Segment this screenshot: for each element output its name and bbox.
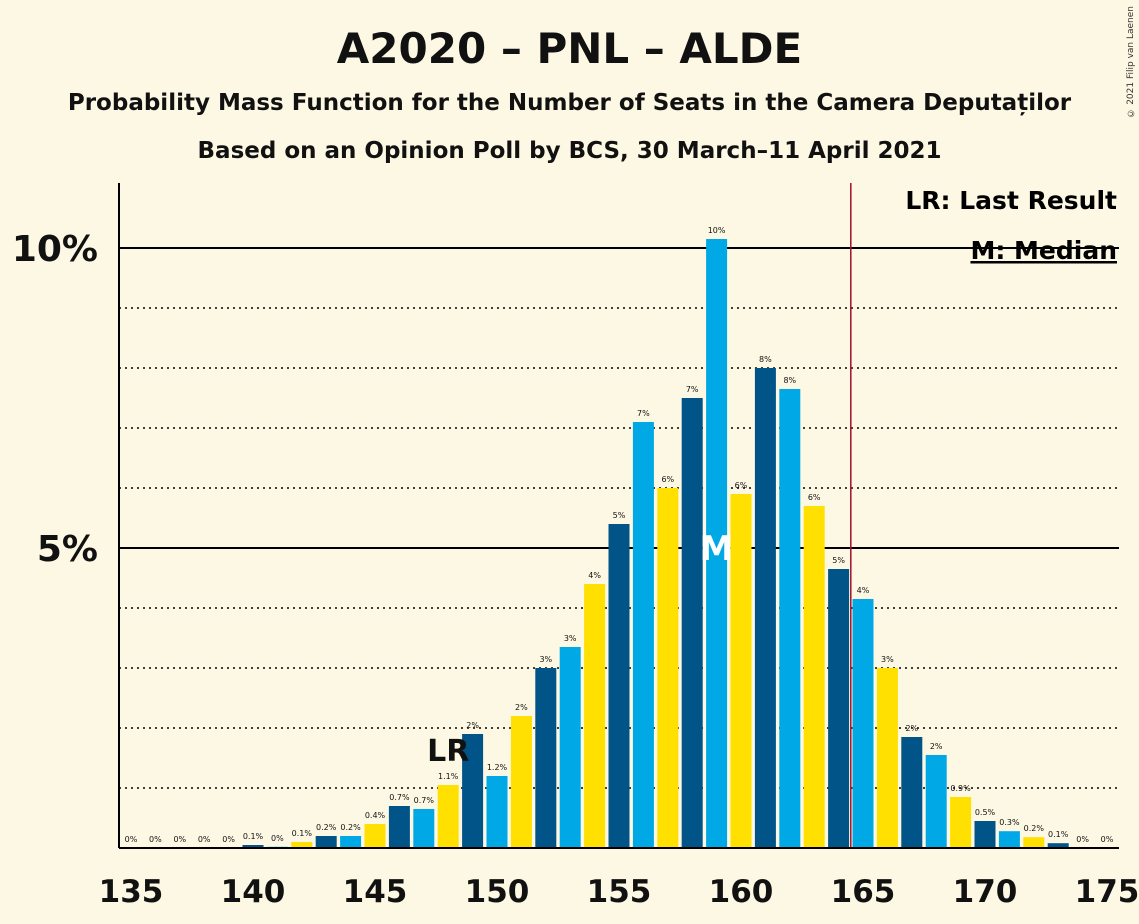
bars-group: 0% 0% 0% 0% 0% 0.1% 0%0.1%0.2% 0.2%0.4%0.7% 0.7%… (125, 183, 1114, 848)
bar-value-label-155: 5% (613, 511, 626, 520)
bar-seat-140 (242, 845, 264, 848)
bar-value-label-141: 0% (271, 834, 284, 843)
bar-value-label-157: 6% (661, 475, 674, 484)
bar-value-label-154: 4% (588, 571, 601, 580)
bar-value-label-146: 0.7% (389, 793, 410, 802)
bar-value-label-163: 6% (808, 493, 821, 502)
bar-seat-156 (632, 422, 654, 848)
chart-subtitle-poll: Based on an Opinion Poll by BCS, 30 Marc… (197, 138, 942, 164)
legend-median: M: Median (970, 236, 1117, 265)
bar-seat-147 (413, 809, 435, 848)
bar-seat-162 (779, 389, 801, 848)
bar-value-label-147: 0.7% (414, 796, 435, 805)
axes-group: 5% 10% 135 140 145 150 155 160 165 170 175 (12, 183, 1139, 910)
bar-value-label-161: 8% (759, 355, 772, 364)
bar-value-label-162: 8% (783, 376, 796, 385)
bar-value-label-169: 0.9% (950, 784, 971, 793)
y-tick-label: 10% (12, 229, 98, 270)
bar-value-label-168: 2% (930, 742, 943, 751)
x-tick-label: 135 (99, 874, 164, 910)
bar-seat-171 (998, 831, 1020, 848)
bar-seat-166 (876, 668, 898, 848)
bar-seat-145 (364, 824, 386, 848)
x-tick-label: 170 (953, 874, 1018, 910)
bar-value-label-151: 2% (515, 703, 528, 712)
bar-value-label-159: 10% (708, 226, 726, 235)
bar-value-label-148: 1.1% (438, 772, 459, 781)
bar-value-label-145: 0.4% (365, 811, 386, 820)
bar-seat-169 (950, 797, 972, 848)
x-tick-label: 140 (221, 874, 286, 910)
bar-seat-160 (730, 494, 752, 848)
bar-value-label-175: 0% (1101, 835, 1114, 844)
chart-title: A2020 – PNL – ALDE (336, 24, 803, 73)
bar-seat-144 (340, 836, 362, 848)
bar-seat-142 (291, 842, 313, 848)
bar-seat-161 (754, 368, 776, 848)
bar-value-label-136: 0% (149, 835, 162, 844)
bar-value-label-139: 0% (222, 835, 235, 844)
bar-value-label-173: 0.1% (1048, 830, 1069, 839)
bar-value-label-160: 6% (735, 481, 748, 490)
bar-seat-151 (510, 716, 532, 848)
bar-value-label-158: 7% (686, 385, 699, 394)
bar-value-label-165: 4% (857, 586, 870, 595)
bar-value-label-170: 0.5% (975, 808, 996, 817)
bar-seat-173 (1047, 843, 1069, 848)
bar-seat-165 (852, 599, 874, 848)
bar-seat-150 (486, 776, 508, 848)
bar-value-label-166: 3% (881, 655, 894, 664)
bar-value-label-171: 0.3% (999, 818, 1020, 827)
bar-seat-163 (803, 506, 825, 848)
bar-value-label-156: 7% (637, 409, 650, 418)
bar-value-label-142: 0.1% (292, 829, 313, 838)
bar-value-label-153: 3% (564, 634, 577, 643)
bar-value-label-164: 5% (832, 556, 845, 565)
bar-seat-154 (584, 584, 606, 848)
bar-seat-168 (925, 755, 947, 848)
last-result-marker: LR (427, 734, 469, 769)
bar-seat-167 (901, 737, 923, 848)
bar-seat-158 (681, 398, 703, 848)
bar-value-label-140: 0.1% (243, 832, 264, 841)
x-tick-label: 160 (709, 874, 774, 910)
bar-value-label-172: 0.2% (1024, 824, 1045, 833)
bar-seat-164 (828, 569, 850, 848)
x-tick-label: 150 (465, 874, 530, 910)
bar-value-label-144: 0.2% (340, 823, 361, 832)
x-tick-label: 155 (587, 874, 652, 910)
bar-seat-146 (388, 806, 410, 848)
bar-value-label-174: 0% (1076, 835, 1089, 844)
bar-value-label-135: 0% (125, 835, 138, 844)
bar-seat-159 (706, 239, 728, 848)
bar-value-label-143: 0.2% (316, 823, 337, 832)
bar-value-label-137: 0% (173, 835, 186, 844)
bar-seat-152 (535, 668, 557, 848)
x-tick-label: 175 (1075, 874, 1139, 910)
bar-seat-157 (657, 488, 679, 848)
bar-seat-155 (608, 524, 630, 848)
bar-seat-148 (437, 785, 459, 848)
bar-value-label-167: 2% (905, 724, 918, 733)
bar-value-label-149: 2% (466, 721, 479, 730)
bar-value-label-152: 3% (539, 655, 552, 664)
bar-value-label-138: 0% (198, 835, 211, 844)
bar-seat-170 (974, 821, 996, 848)
chart-subtitle: Probability Mass Function for the Number… (67, 90, 1072, 116)
bar-value-label-150: 1.2% (487, 763, 508, 772)
bar-seat-172 (1023, 837, 1045, 848)
x-tick-label: 145 (343, 874, 408, 910)
bar-seat-153 (559, 647, 581, 848)
y-tick-label: 5% (37, 529, 98, 570)
bar-seat-143 (315, 836, 337, 848)
x-tick-label: 165 (831, 874, 896, 910)
median-marker: M (700, 529, 734, 569)
bar-seat-149 (462, 734, 484, 848)
legend-last-result: LR: Last Result (905, 186, 1117, 215)
